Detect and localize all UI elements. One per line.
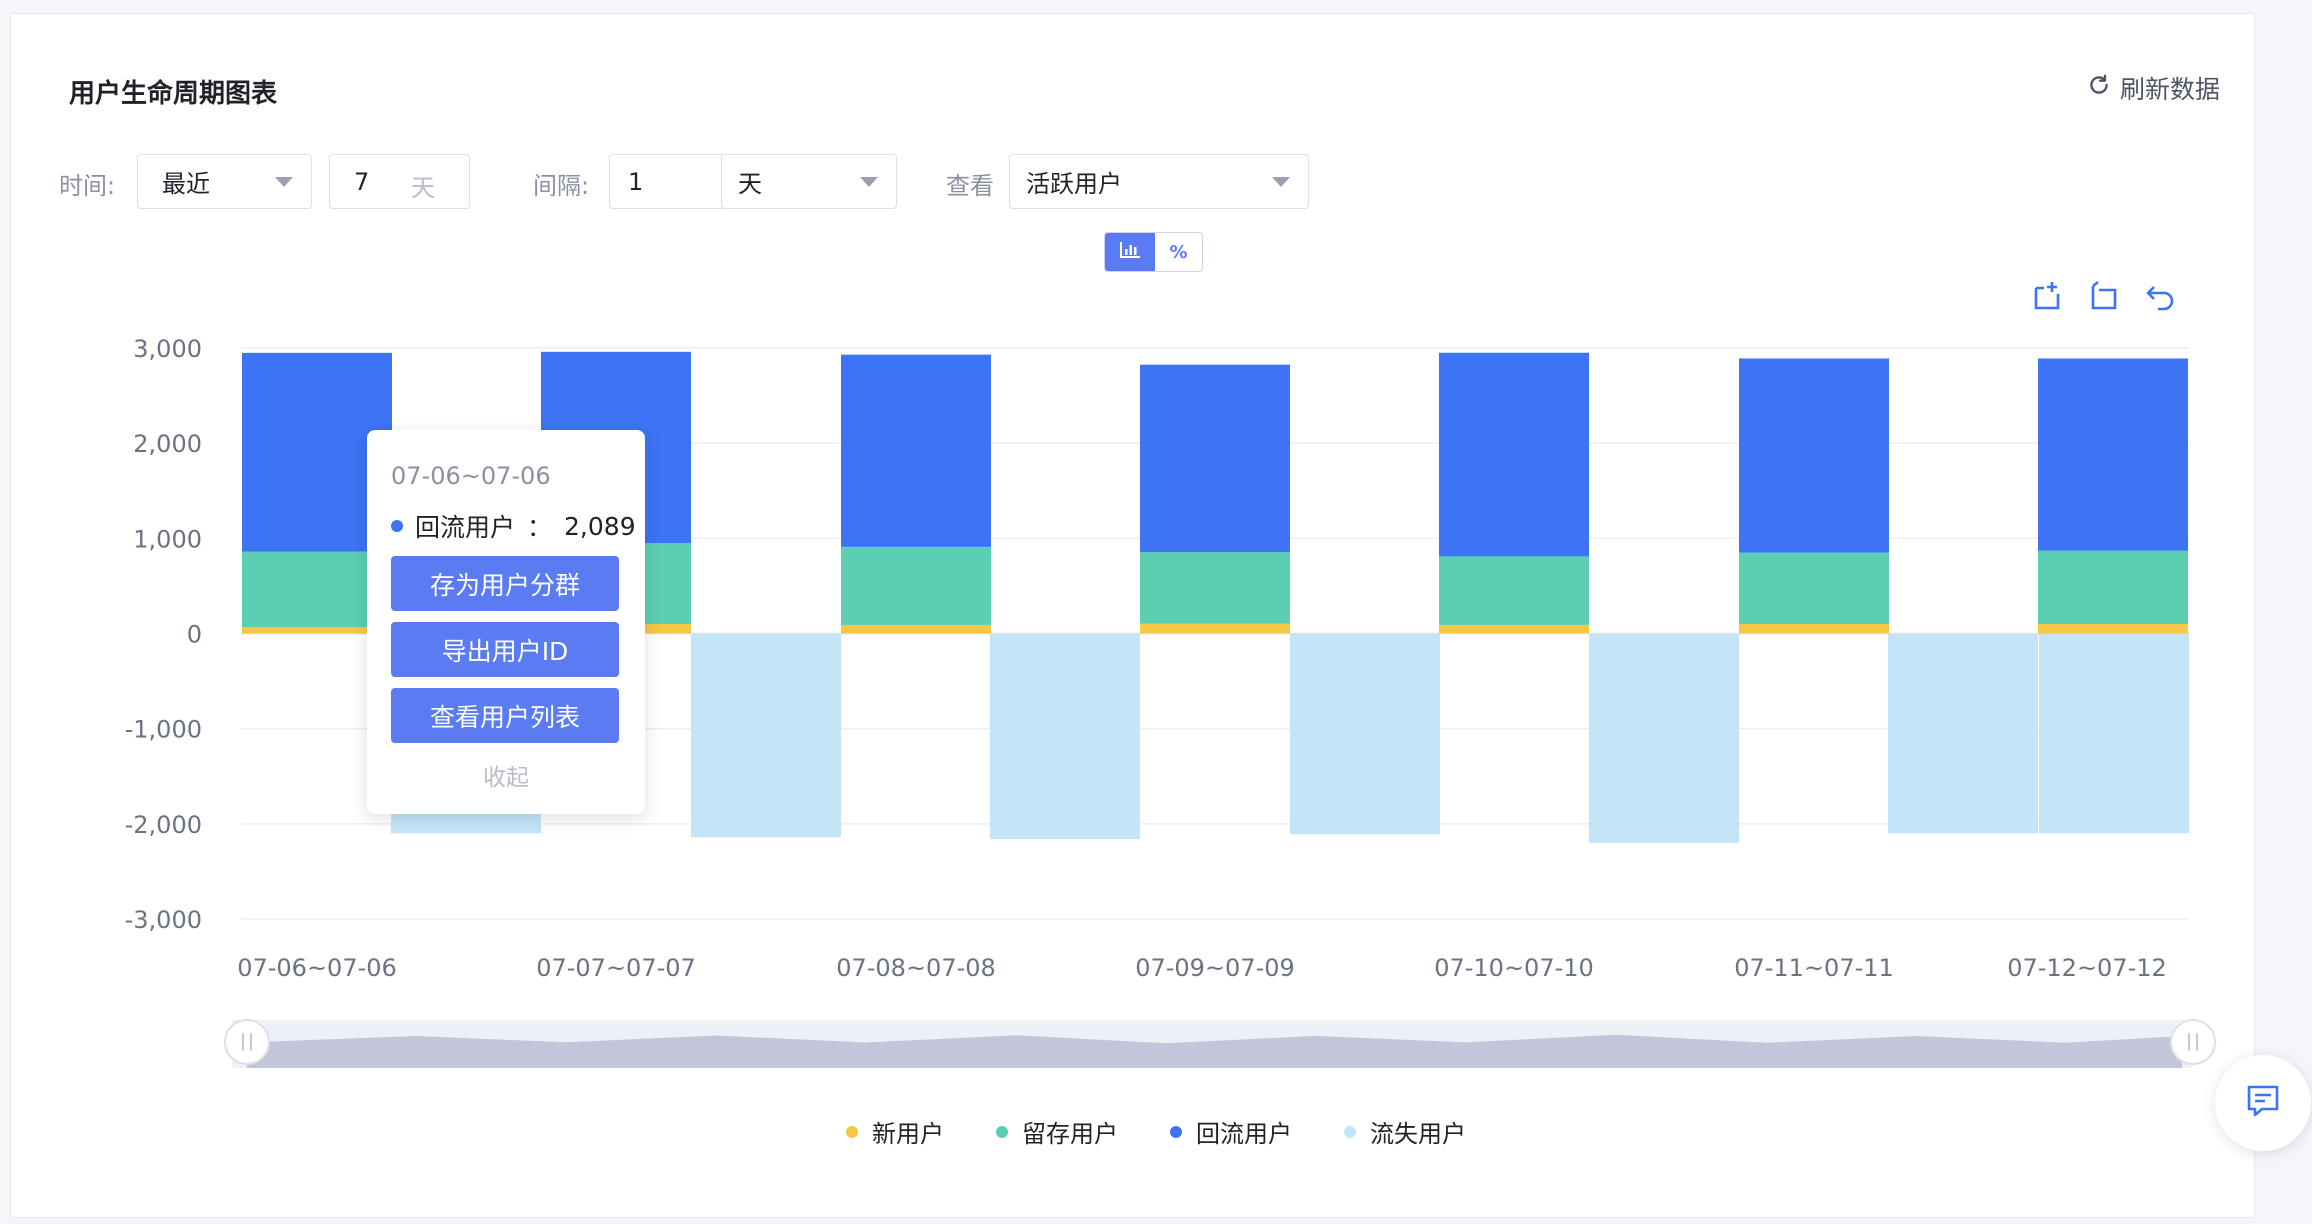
legend-dot-icon: [1344, 1125, 1356, 1138]
series-dot-icon: [391, 520, 403, 532]
time-unit: 天: [411, 174, 435, 202]
time-label: 时间:: [59, 172, 116, 200]
page-title: 用户生命周期图表: [69, 79, 278, 109]
bar-segment: [2038, 358, 2188, 551]
chat-button[interactable]: [2215, 1055, 2311, 1151]
bar-segment: [691, 633, 841, 838]
legend-label: 新用户: [872, 1120, 944, 1148]
bar-segment: [1140, 623, 1290, 634]
tooltip-value: 2,089: [564, 511, 636, 541]
legend-item-returning-users[interactable]: 回流用户: [1170, 1114, 1292, 1149]
bar-segment: [1589, 633, 1739, 843]
bar-segment: [242, 627, 392, 634]
y-tick-label: 0: [187, 621, 202, 649]
tooltip-date: 07-06~07-06: [391, 462, 551, 490]
bar-segment: [1439, 556, 1589, 625]
y-tick-label: 2,000: [133, 430, 202, 458]
x-tick-label: 07-09~07-09: [1135, 954, 1295, 982]
view-toggle: %: [1104, 232, 1203, 272]
chart-toolbox: [2030, 278, 2178, 318]
y-tick-label: -3,000: [125, 906, 202, 934]
refresh-button[interactable]: 刷新数据: [2086, 70, 2220, 106]
time-range-select[interactable]: 最近: [137, 154, 312, 209]
interval-unit-select[interactable]: 天: [721, 154, 897, 209]
interval-label: 间隔:: [533, 172, 590, 200]
bar-segment: [1739, 552, 1889, 624]
chart-legend: 新用户 留存用户 回流用户 流失用户: [0, 1114, 2312, 1149]
bar-segment: [1888, 633, 2038, 834]
bar-segment: [2038, 623, 2188, 634]
legend-dot-icon: [996, 1125, 1008, 1138]
legend-item-lost-users[interactable]: 流失用户: [1344, 1114, 1466, 1149]
time-value: 7: [354, 167, 370, 196]
percent-view-button[interactable]: %: [1169, 241, 1188, 263]
bar-segment: [2039, 633, 2189, 834]
y-tick-label: 1,000: [133, 525, 202, 553]
x-tick-label: 07-08~07-08: [836, 954, 996, 982]
bar-segment: [1439, 352, 1589, 557]
view-select[interactable]: 活跃用户: [1009, 154, 1309, 209]
bar-segment: [1290, 633, 1440, 835]
time-value-input[interactable]: 7 天: [329, 154, 470, 209]
view-label: 查看: [946, 172, 994, 200]
bar-segment: [841, 624, 991, 634]
legend-item-retained-users[interactable]: 留存用户: [996, 1114, 1118, 1149]
x-tick-label: 07-12~07-12: [2007, 954, 2167, 982]
zoom-slider-preview: [247, 1034, 2182, 1068]
bar-view-button[interactable]: [1105, 233, 1155, 271]
legend-label: 回流用户: [1196, 1120, 1292, 1148]
zoom-slider-handle: [224, 1019, 270, 1065]
bar-segment: [1739, 358, 1889, 553]
view-user-list-button[interactable]: 查看用户列表: [391, 688, 619, 743]
time-range-value: 最近: [162, 170, 210, 198]
chevron-down-icon: [275, 177, 293, 187]
zoom-reset-icon[interactable]: [2086, 278, 2122, 318]
interval-value: 1: [628, 167, 644, 196]
refresh-icon: [2086, 72, 2112, 104]
y-tick-label: 3,000: [133, 335, 202, 363]
x-tick-label: 07-06~07-06: [237, 954, 397, 982]
bar-segment: [1140, 364, 1290, 553]
x-tick-label: 07-11~07-11: [1734, 954, 1894, 982]
chat-icon: [2244, 1082, 2282, 1124]
bar-segment: [1739, 623, 1889, 634]
x-tick-label: 07-07~07-07: [536, 954, 696, 982]
save-segment-button[interactable]: 存为用户分群: [391, 556, 619, 611]
tooltip-series-row: 回流用户： 2,089: [391, 508, 636, 544]
y-tick-label: -2,000: [125, 811, 202, 839]
bar-segment: [1140, 552, 1290, 624]
interval-input[interactable]: 1: [609, 154, 725, 209]
x-tick-label: 07-10~07-10: [1434, 954, 1594, 982]
view-value: 活跃用户: [1026, 170, 1122, 198]
bar-chart-icon: [1119, 241, 1141, 263]
legend-dot-icon: [1170, 1125, 1182, 1138]
bar-segment: [841, 354, 991, 547]
zoom-select-icon[interactable]: [2030, 278, 2066, 318]
chevron-down-icon: [860, 177, 878, 187]
restore-icon[interactable]: [2142, 278, 2178, 318]
legend-label: 流失用户: [1370, 1120, 1466, 1148]
zoom-slider-handle: [2170, 1019, 2216, 1065]
legend-dot-icon: [846, 1125, 858, 1138]
interval-unit-value: 天: [738, 170, 762, 198]
legend-label: 留存用户: [1022, 1120, 1118, 1148]
bar-segment: [1439, 624, 1589, 634]
chart-tooltip: 07-06~07-06 回流用户： 2,089 存为用户分群 导出用户ID 查看…: [367, 430, 645, 814]
y-tick-label: -1,000: [125, 716, 202, 744]
refresh-label: 刷新数据: [2120, 75, 2221, 104]
legend-item-new-users[interactable]: 新用户: [846, 1114, 944, 1149]
tooltip-series-name: 回流用户: [415, 513, 516, 542]
bar-segment: [841, 546, 991, 625]
export-ids-button[interactable]: 导出用户ID: [391, 622, 619, 677]
bar-segment: [2038, 550, 2188, 624]
chevron-down-icon: [1272, 177, 1290, 187]
collapse-link[interactable]: 收起: [483, 765, 529, 791]
bar-segment: [990, 633, 1140, 840]
